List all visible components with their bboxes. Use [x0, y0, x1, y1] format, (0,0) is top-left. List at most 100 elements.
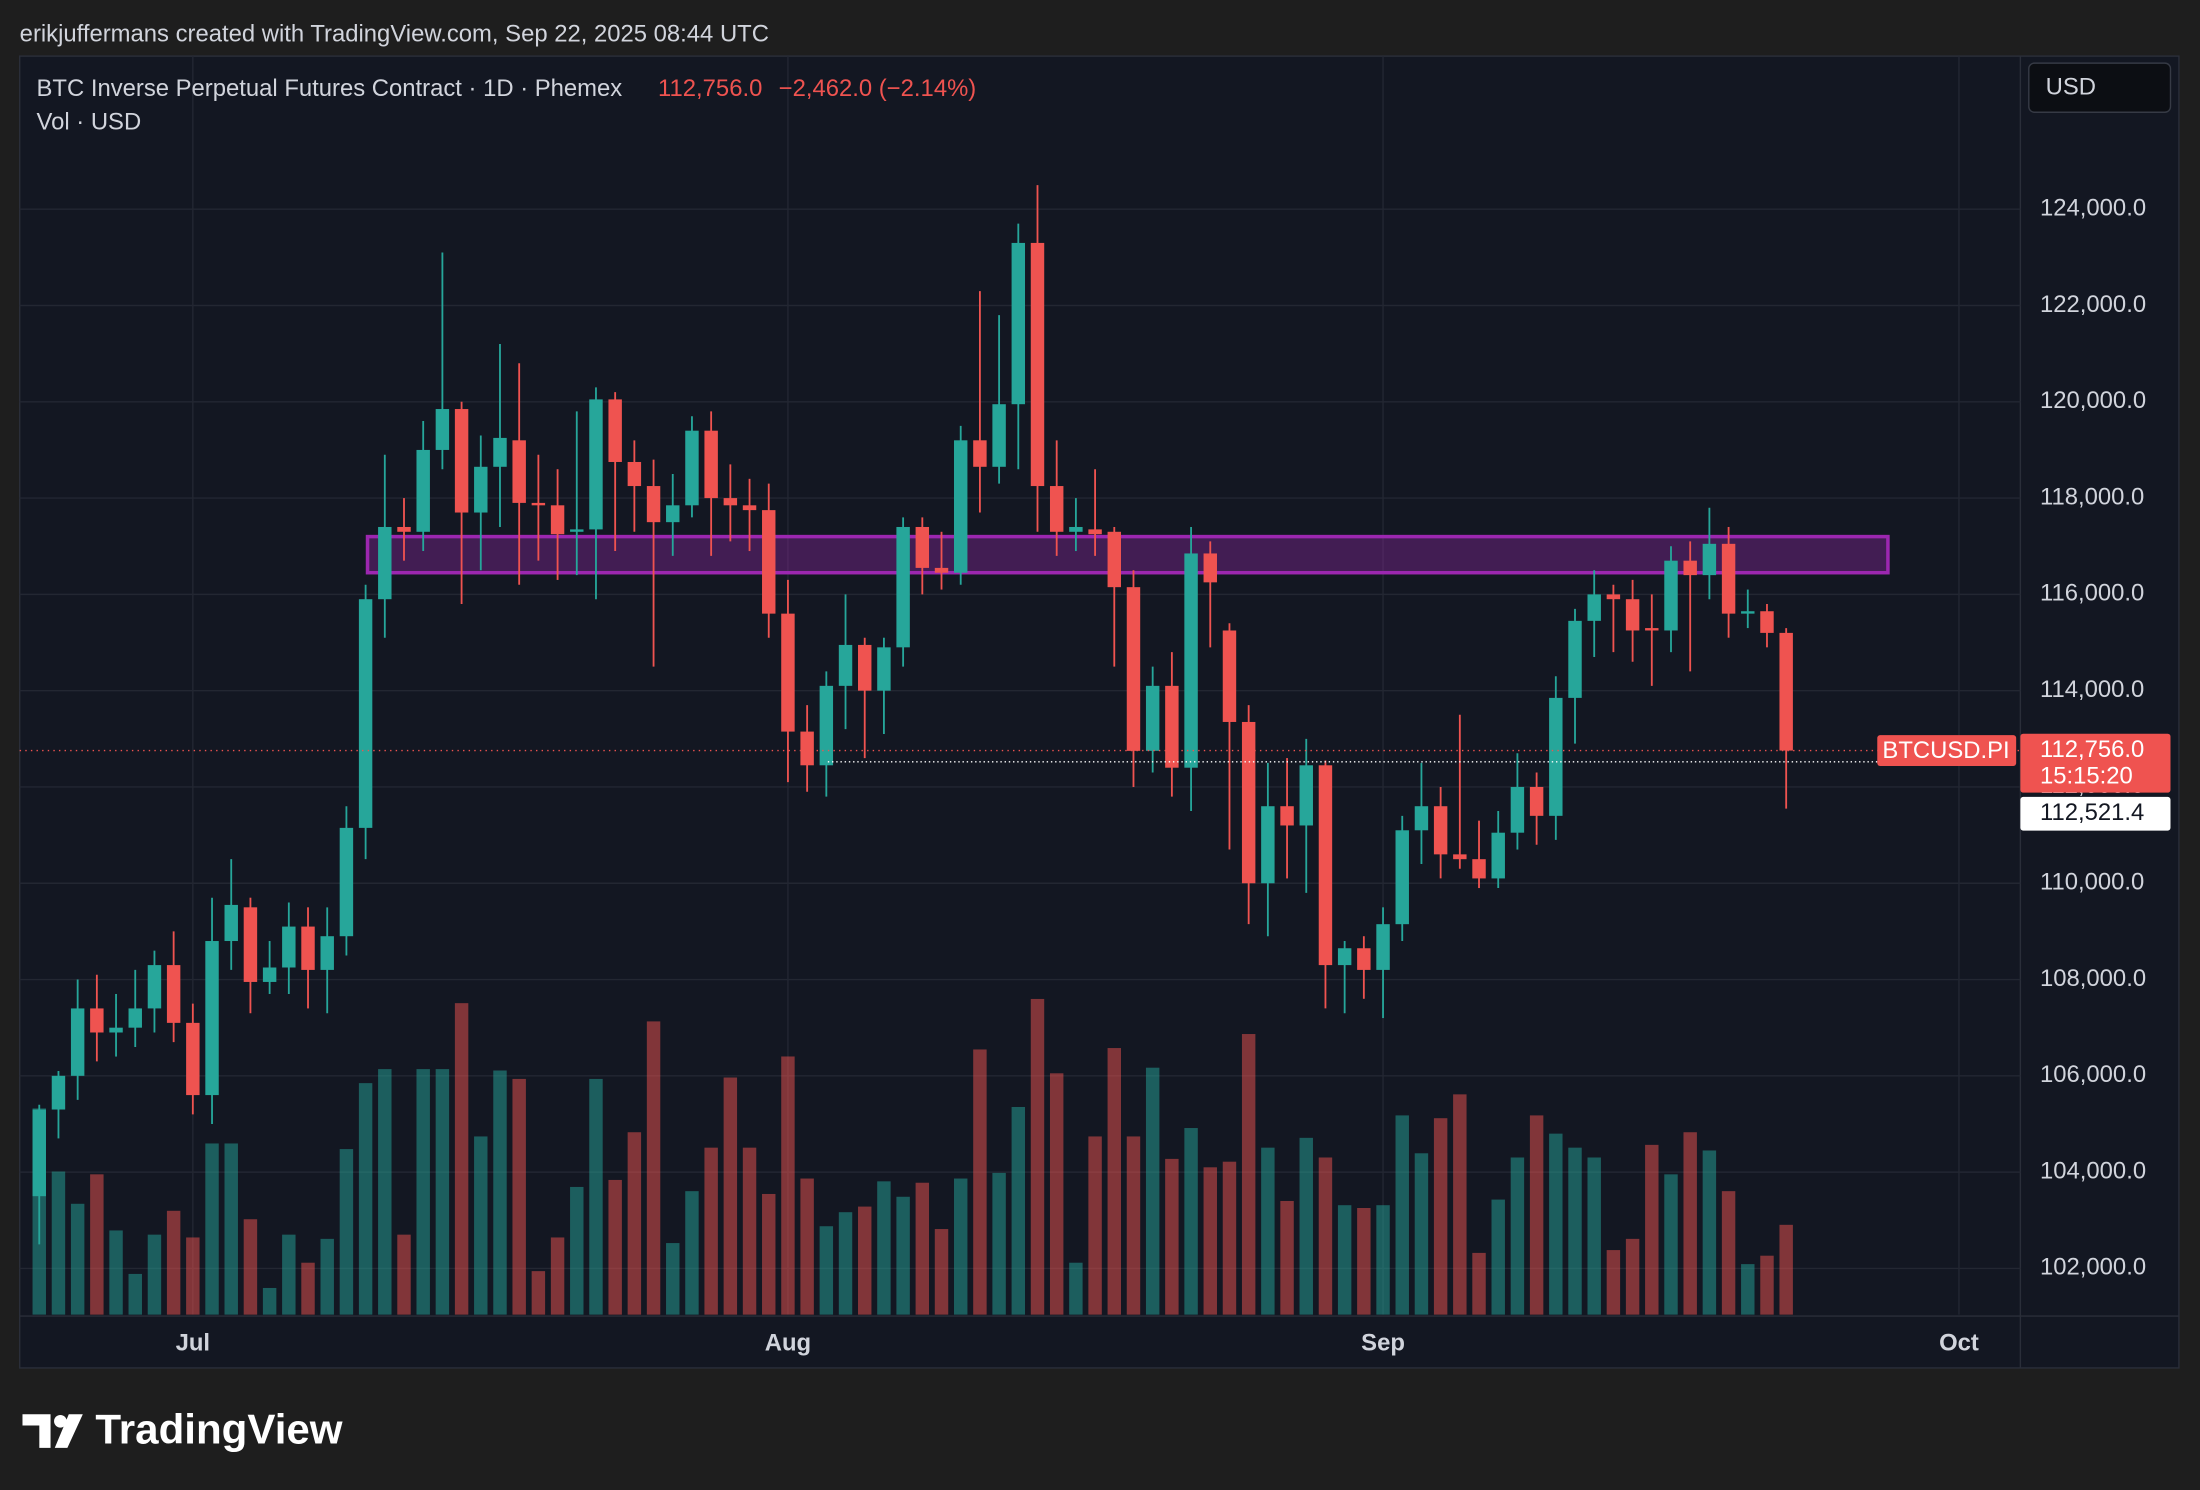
candle-body	[1491, 832, 1505, 879]
candle-body	[1357, 948, 1371, 970]
volume-bar	[320, 1238, 334, 1315]
candle-body	[512, 440, 526, 503]
volume-bar	[1702, 1150, 1717, 1315]
candle-body	[1011, 242, 1026, 405]
candle-body	[454, 409, 469, 513]
candle-body	[531, 502, 546, 506]
candle-body	[1203, 553, 1217, 583]
candle-body	[570, 529, 584, 532]
currency-button[interactable]	[2028, 62, 2172, 113]
candle-body	[1126, 587, 1141, 751]
logo-shape	[54, 1414, 83, 1448]
volume-bar	[570, 1186, 584, 1315]
candle-body	[704, 430, 718, 499]
legend-volume: Vol · USD	[37, 109, 142, 136]
candle-body	[838, 644, 853, 686]
volume-bar	[1069, 1262, 1083, 1315]
volume-bar	[301, 1262, 315, 1315]
candle-body	[1529, 786, 1544, 816]
candle-layer	[32, 185, 1793, 1245]
volume-bar	[742, 1147, 757, 1315]
legend-title: BTC Inverse Perpetual Futures Contract ·…	[37, 75, 623, 102]
volume-bar	[1760, 1255, 1774, 1315]
volume-bar	[243, 1219, 258, 1315]
volume-bar	[1318, 1157, 1333, 1315]
candle-body	[282, 926, 296, 968]
candle-body	[378, 526, 392, 600]
candle-body	[723, 498, 738, 506]
candle-body	[1184, 553, 1198, 768]
volume-bar	[1280, 1200, 1294, 1315]
volume-bar	[992, 1172, 1006, 1315]
candle-body	[589, 399, 603, 530]
volume-bar	[1107, 1048, 1122, 1315]
candle-body	[339, 827, 354, 937]
volume-bar	[1261, 1147, 1275, 1315]
candle-body	[147, 965, 162, 1009]
volume-bar	[1510, 1157, 1525, 1315]
logo-shape	[22, 1414, 51, 1448]
candle-body	[32, 1109, 46, 1197]
y-tick-label: 106,000.0	[2040, 1061, 2146, 1088]
volume-bar	[1049, 1073, 1064, 1315]
candle-body	[1299, 765, 1313, 826]
candle-body	[1088, 529, 1102, 535]
candle-body	[666, 505, 680, 523]
candle-body	[858, 644, 872, 691]
volume-bar	[1241, 1034, 1256, 1315]
volume-bar	[1568, 1147, 1582, 1315]
candle-body	[762, 510, 776, 614]
candle-body	[685, 430, 699, 506]
volume-bar	[1683, 1132, 1697, 1315]
candle-body	[1145, 685, 1160, 751]
candle-body	[90, 1008, 104, 1033]
candle-body	[646, 486, 661, 523]
volume-bar	[493, 1070, 507, 1315]
volume-bar	[1721, 1191, 1736, 1315]
candle-body	[1433, 806, 1448, 855]
volume-bar	[1645, 1144, 1659, 1315]
candle-body	[781, 613, 795, 732]
volume-bar	[1491, 1199, 1505, 1315]
candle-body	[186, 1022, 200, 1096]
candle-body	[1261, 806, 1275, 884]
volume-bar	[1376, 1205, 1390, 1315]
candle-body	[1625, 599, 1640, 631]
volume-bar	[1395, 1115, 1409, 1315]
volume-bar	[358, 1083, 373, 1315]
volume-bar	[723, 1077, 738, 1315]
volume-bar	[1741, 1264, 1755, 1315]
candle-body	[877, 647, 891, 691]
y-tick-label: 124,000.0	[2040, 195, 2146, 222]
volume-bar	[704, 1147, 718, 1315]
currency-label[interactable]: USD	[2046, 74, 2096, 101]
candle-body	[397, 526, 411, 532]
candle-body	[262, 967, 277, 982]
volume-bar	[896, 1196, 910, 1315]
candle-body	[358, 599, 373, 828]
volume-bar	[1625, 1238, 1640, 1315]
y-tick-label: 116,000.0	[2040, 580, 2144, 607]
volume-bar	[1165, 1158, 1179, 1315]
candle-body	[1165, 685, 1179, 768]
candle-body	[1549, 697, 1563, 816]
volume-bar	[646, 1021, 661, 1315]
volume-bar	[166, 1210, 181, 1315]
candle-body	[608, 399, 622, 462]
volume-bar	[109, 1230, 123, 1315]
symbol-tag	[1877, 735, 2017, 766]
volume-bar	[90, 1174, 104, 1315]
volume-bar	[762, 1193, 776, 1315]
candle-body	[243, 907, 258, 982]
candle-body	[1741, 611, 1755, 614]
candle-body	[1414, 806, 1429, 831]
candle-body	[800, 731, 814, 766]
x-tick-label: Jul	[176, 1329, 210, 1356]
candle-body	[742, 505, 757, 511]
candle-body	[1280, 806, 1294, 826]
candle-body	[51, 1075, 66, 1110]
volume-bar	[550, 1237, 565, 1315]
volume-bar	[1357, 1207, 1371, 1315]
volume-bar	[953, 1178, 968, 1315]
volume-bar	[1088, 1136, 1102, 1315]
